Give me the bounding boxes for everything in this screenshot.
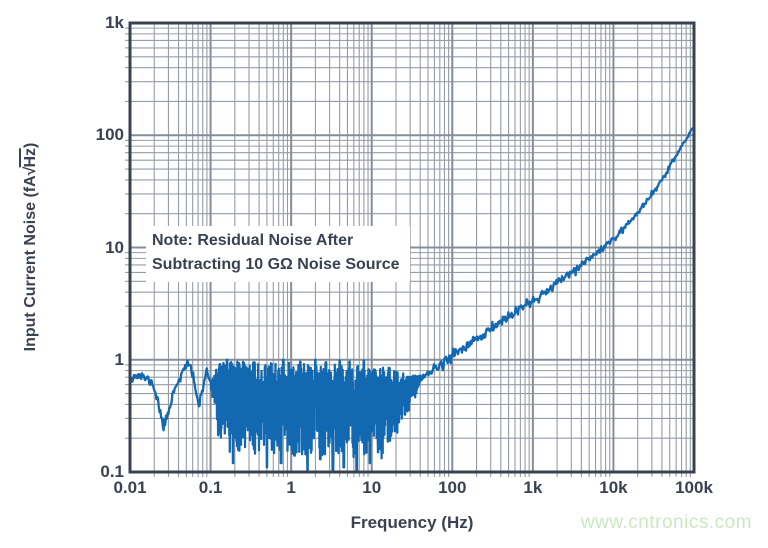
y-tick-label: 1 xyxy=(114,349,124,369)
x-axis-title: Frequency (Hz) xyxy=(350,513,474,532)
sqrt-symbol: √ xyxy=(22,166,39,176)
y-tick-label: 1k xyxy=(105,13,124,32)
x-tick-label: 10k xyxy=(599,478,628,497)
y-axis-title-text: Input Current Noise (fA xyxy=(22,175,39,352)
sqrt-radicand: Hz xyxy=(19,147,39,168)
x-tick-label: 100k xyxy=(675,478,713,497)
watermark: www.cntronics.com xyxy=(580,512,752,533)
x-tick-label: 100 xyxy=(438,478,467,497)
y-tick-label: 10 xyxy=(105,237,124,257)
annotation-line1: Note: Residual Noise After xyxy=(152,232,354,249)
x-tick-label: 1 xyxy=(286,478,296,497)
annotation-line2: Subtracting 10 GΩ Noise Source xyxy=(152,256,400,273)
x-tick-label: 10 xyxy=(362,478,382,497)
x-tick-label: 0.01 xyxy=(113,478,147,497)
plot-frame xyxy=(128,21,696,474)
noise-curve xyxy=(128,126,695,474)
annotation-note: Note: Residual Noise After Subtracting 1… xyxy=(146,226,410,282)
y-tick-label: 100 xyxy=(95,125,124,145)
y-tick-label: 0.1 xyxy=(100,462,124,481)
x-tick-label: 0.1 xyxy=(198,478,223,497)
x-tick-label: 1k xyxy=(523,478,543,497)
